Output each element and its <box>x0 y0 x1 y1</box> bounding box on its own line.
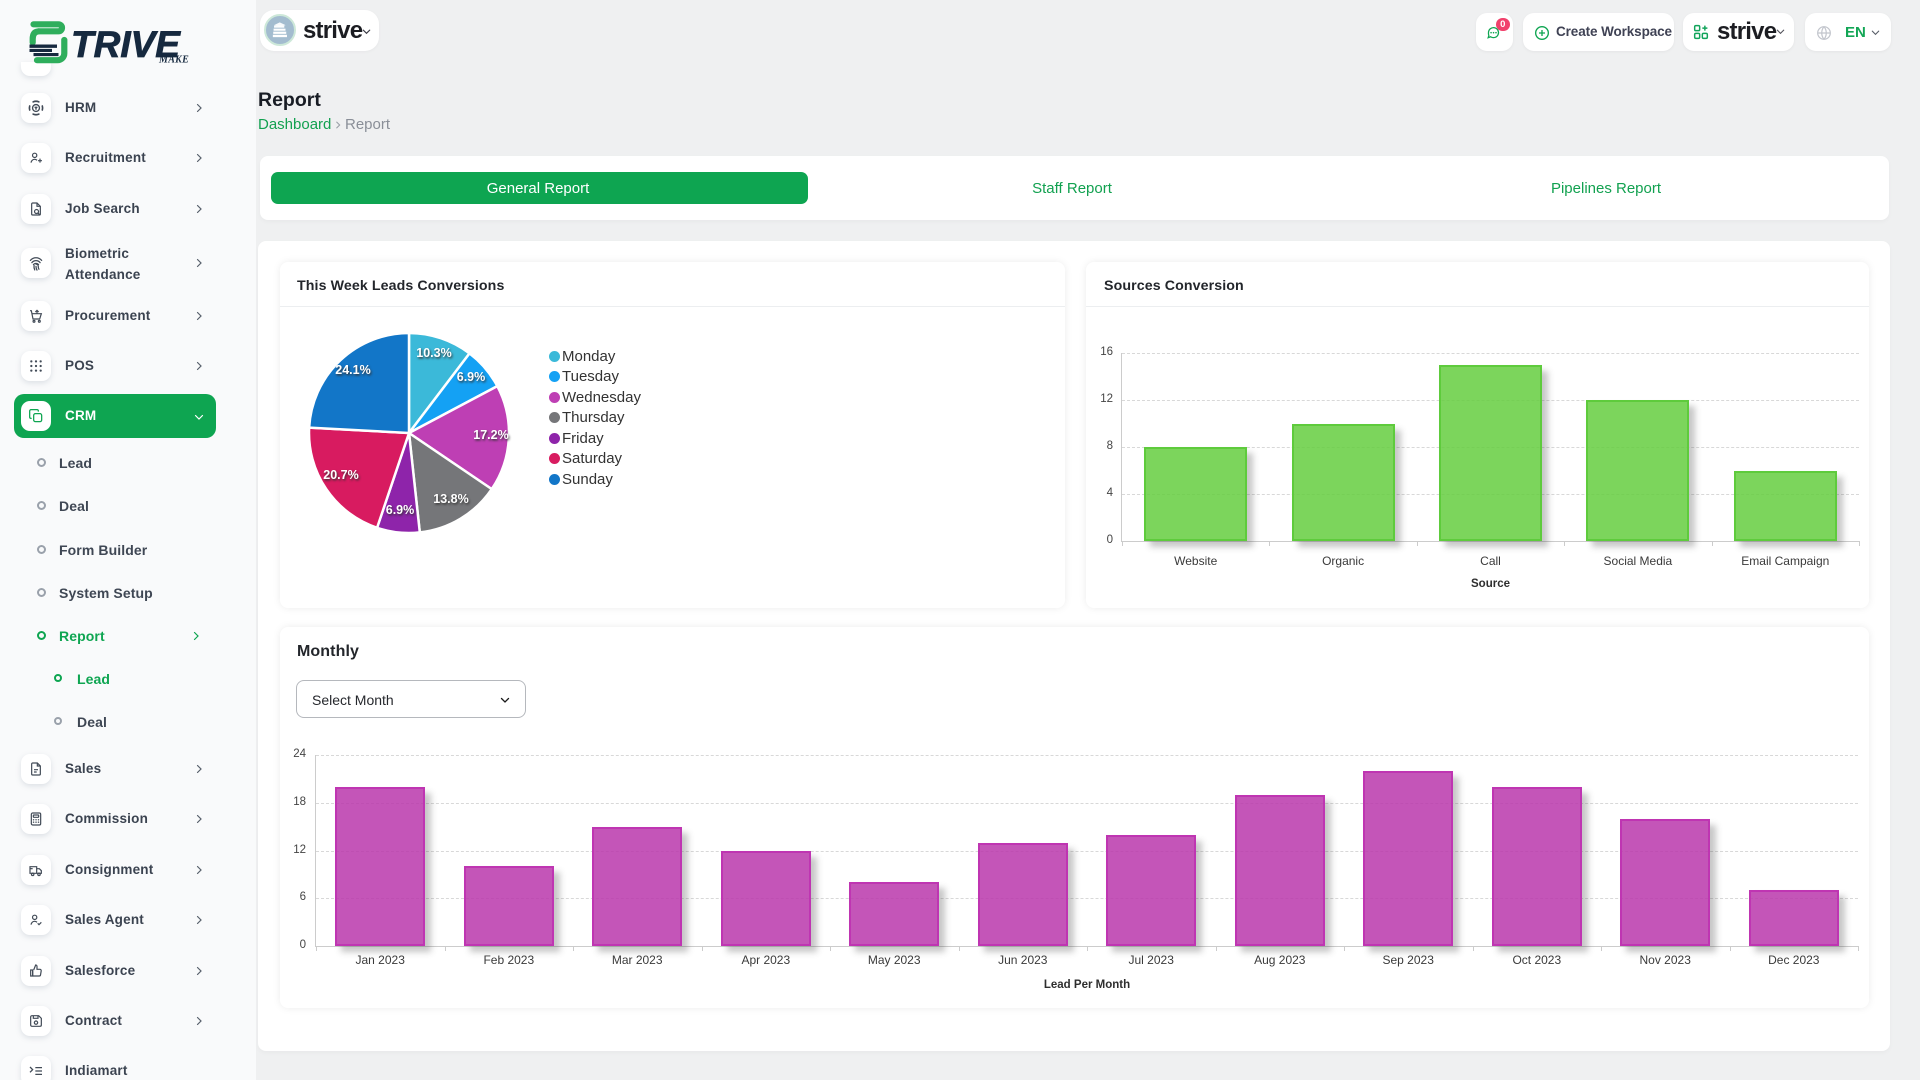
svg-text:TRIVE: TRIVE <box>71 24 181 65</box>
svg-text:MAKE: MAKE <box>158 55 189 66</box>
